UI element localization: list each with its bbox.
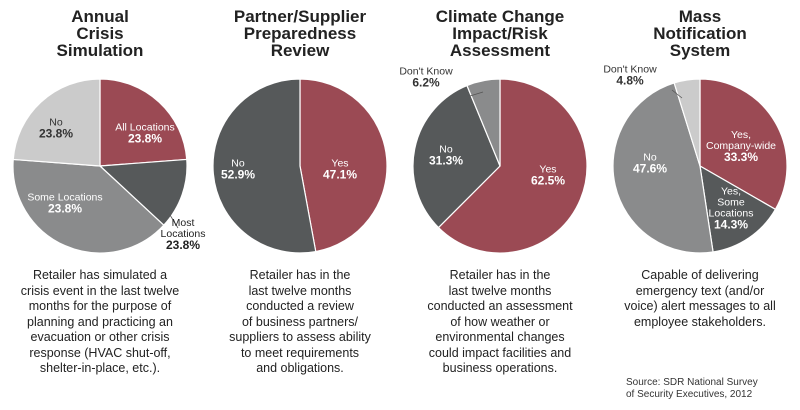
pie-slice <box>99 78 188 167</box>
title-line: Notification <box>653 24 747 43</box>
pie-slice <box>212 78 317 254</box>
chart-title: Annual Crisis Simulation <box>0 8 200 59</box>
title-line: Annual <box>71 7 129 26</box>
slice-label: Don't Know 6.2% <box>399 66 453 90</box>
pie-slice <box>612 82 714 254</box>
leader-line <box>671 89 683 99</box>
caption-line: crisis event in the last twelve <box>20 283 180 298</box>
slice-label: Yes 62.5% <box>531 164 565 188</box>
slice-label: No 31.3% <box>429 144 463 168</box>
pie-chart: All Locations 23.8% Most Locations 23.8% Some… <box>12 78 205 254</box>
caption-line: and obligations. <box>256 361 344 375</box>
caption-line: last twelve months <box>448 283 552 298</box>
caption-line: voice) alert messages to all <box>624 299 776 313</box>
caption-line: last twelve months <box>248 283 352 298</box>
slice-label: No 52.9% <box>221 158 255 182</box>
caption-line: could impact facilities and <box>428 345 572 360</box>
slice-label: Yes, Company-wide 33.3% <box>706 129 776 164</box>
leader-line <box>169 214 179 229</box>
leader-line <box>469 91 484 97</box>
chart-caption: Retailer has in the last twelve months c… <box>410 268 590 377</box>
caption-line: environmental changes <box>435 330 565 344</box>
chart-panel-partner-review: Partner/Supplier Preparedness Review Yes… <box>200 0 400 410</box>
source-note: Source: SDR National Survey of Security … <box>626 377 796 401</box>
pie-chart: Yes 62.5% No 31.3% Don't Know 6.2% <box>399 66 588 254</box>
caption-line: emergency text (and/or <box>635 283 765 298</box>
chart-panel-crisis-simulation: Annual Crisis Simulation All Locations 23… <box>0 0 205 410</box>
slice-label: Don't Know 4.8% <box>603 64 657 88</box>
chart-caption: Capable of delivering emergency text (an… <box>610 268 790 330</box>
chart-title: Mass Notification System <box>600 8 800 59</box>
caption-line: evacuation or other crisis <box>30 330 170 344</box>
caption-line: suppliers to assess ability <box>229 330 371 344</box>
caption-line: shelter-in-place, etc.). <box>39 361 161 375</box>
caption-line: conducted an assessment <box>427 299 573 313</box>
pie-chart: Yes 47.1% No 52.9% <box>212 78 388 254</box>
caption-line: months for the purpose of <box>28 299 172 313</box>
title-line: Assessment <box>449 41 551 60</box>
title-line: System <box>669 41 731 60</box>
pie-slice <box>412 84 501 229</box>
caption-line: conducted a review <box>246 299 354 313</box>
pie-slice <box>699 78 788 211</box>
caption-line: of how weather or <box>450 314 550 329</box>
source-line: Source: SDR National Survey <box>626 377 758 388</box>
pie-slice <box>12 78 101 167</box>
chart-caption: Retailer has simulated a crisis event in… <box>10 268 190 377</box>
caption-line: Retailer has in the <box>449 268 551 282</box>
pie-slice <box>673 78 701 167</box>
slice-label: Most Locations 23.8% <box>161 217 206 252</box>
caption-line: Retailer has simulated a <box>32 268 168 282</box>
slice-label: No 23.8% <box>39 117 73 141</box>
title-line: Simulation <box>56 41 144 60</box>
pie-slice <box>466 78 501 167</box>
caption-line: planning and practicing an <box>27 314 173 329</box>
title-line: Review <box>270 41 330 60</box>
title-line: Partner/Supplier <box>233 7 367 26</box>
caption-line: Capable of delivering <box>641 268 759 282</box>
slice-label: No 47.6% <box>633 152 667 176</box>
caption-line: Retailer has in the <box>249 268 351 282</box>
slice-label: All Locations 23.8% <box>115 122 175 146</box>
pie-slice <box>437 78 588 254</box>
pie-slice <box>12 158 165 254</box>
caption-line: employee stakeholders. <box>633 314 767 329</box>
pie-slice <box>299 78 388 253</box>
title-line: Mass <box>678 7 722 26</box>
slice-label: Yes, Some Locations 14.3% <box>709 186 754 232</box>
chart-title: Climate Change Impact/Risk Assessment <box>400 8 600 59</box>
title-line: Impact/Risk <box>452 24 548 43</box>
caption-line: response (HVAC shut-off, <box>29 345 171 360</box>
title-line: Preparedness <box>243 24 357 43</box>
chart-panel-mass-notification: Mass Notification System Yes, Company-wid… <box>600 0 800 410</box>
slice-label: Yes 47.1% <box>323 158 357 182</box>
source-line: of Security Executives, 2012 <box>626 389 753 400</box>
caption-line: of business partners/ <box>241 314 359 329</box>
pie-slice <box>98 158 188 227</box>
caption-line: business operations. <box>442 361 558 375</box>
chart-panel-climate-assessment: Climate Change Impact/Risk Assessment Ye… <box>399 0 600 410</box>
slice-label: Some Locations 23.8% <box>27 192 102 216</box>
chart-caption: Retailer has in the last twelve months c… <box>210 268 390 377</box>
title-line: Climate Change <box>435 7 565 26</box>
caption-line: to meet requirements <box>240 345 360 360</box>
pie-chart: Yes, Company-wide 33.3% Yes, Some Locations 14… <box>603 64 788 254</box>
title-line: Crisis <box>76 24 124 43</box>
pie-slice <box>699 164 777 253</box>
chart-title: Partner/Supplier Preparedness Review <box>200 8 400 59</box>
